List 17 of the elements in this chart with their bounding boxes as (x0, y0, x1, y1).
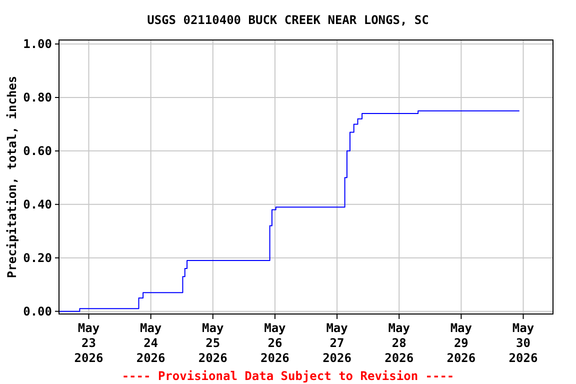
x-tick-label: May 24 2026 (136, 321, 166, 365)
y-tick-label: 0.20 (23, 251, 52, 266)
y-tick-label: 0.80 (23, 90, 52, 105)
y-tick-label: 0.60 (23, 144, 52, 158)
y-tick-label: 0.40 (23, 198, 52, 212)
text: ---- Provisional Data Subject to Revision ---- (122, 369, 454, 383)
x-tick-label: May 27 2026 (322, 321, 352, 365)
y-tick-label: 0.00 (23, 304, 52, 319)
x-tick-label: May 30 2026 (508, 321, 538, 365)
chart-title: USGS 02110400 BUCK CREEK NEAR LONGS, SC (147, 13, 429, 27)
x-tick-label: May 23 2026 (74, 321, 104, 365)
y-tick-label: 1.00 (23, 37, 52, 52)
y-axis-title: Precipitation, total, inches (5, 76, 19, 278)
x-tick-label: May 29 2026 (446, 321, 476, 365)
x-tick-label: May 26 2026 (260, 321, 290, 365)
x-tick-label: May 25 2026 (198, 321, 228, 365)
x-tick-label: May 28 2026 (384, 321, 414, 365)
